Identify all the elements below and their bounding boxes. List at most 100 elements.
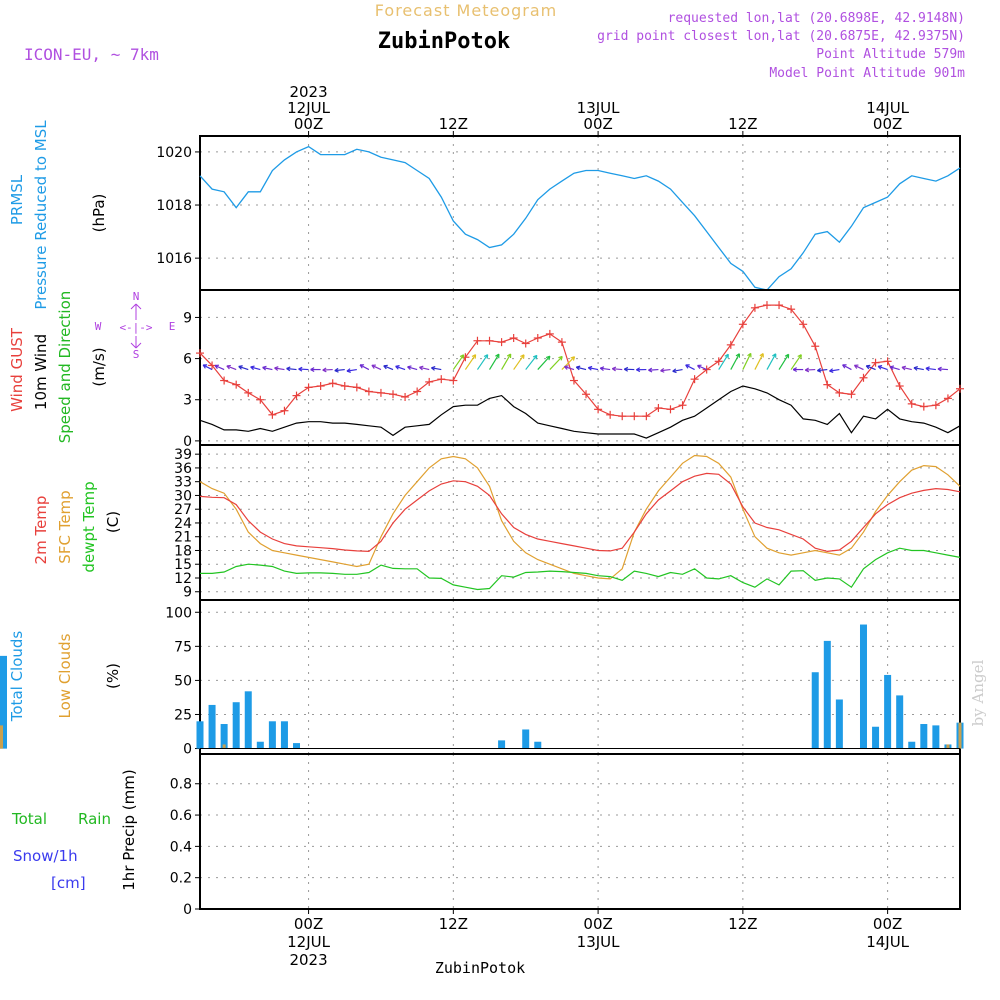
rain-precip-label: Rain [78, 810, 111, 828]
total-clouds-bar [896, 695, 904, 749]
wind-direction-arrow [648, 368, 659, 371]
top-time-label: 12Z [439, 115, 468, 133]
panel-frame [199, 135, 961, 291]
wind-direction-arrow [262, 366, 273, 371]
y-tick-label: 36 [174, 461, 192, 477]
credit-watermark: by Angel [969, 659, 987, 726]
wind-direction-arrow [889, 366, 900, 371]
compass-east: E [169, 320, 176, 333]
y-tick-label: 9 [183, 585, 192, 601]
total-clouds-label: Total Clouds [8, 631, 26, 723]
total-clouds-bar [920, 724, 928, 749]
wind-direction-arrow-head [588, 365, 593, 369]
low-clouds-bar [958, 722, 962, 749]
wind-direction-arrow-head [407, 365, 412, 368]
point-altitude: Point Altitude 579m [816, 47, 965, 62]
wind-direction-arrow-head [572, 356, 576, 361]
y-tick-label: 0.2 [170, 871, 192, 887]
total-clouds-bar [835, 699, 843, 749]
low-clouds-bar [222, 744, 226, 749]
top-time-label: 13JUL [577, 99, 620, 117]
wind-direction-arrow-head [913, 365, 918, 369]
wind-direction-arrow [766, 353, 777, 370]
wind-direction-arrow [854, 364, 864, 371]
wind-gust-label: Wind GUST [8, 327, 26, 412]
wind-direction-arrow [202, 364, 213, 371]
wind-direction-arrow-head [274, 366, 279, 369]
wind-direction-arrow [431, 367, 442, 371]
y-tick-label: 0 [183, 434, 192, 450]
wind-direction-arrow-head [672, 368, 677, 372]
y-tick-label: 6 [183, 352, 192, 368]
top-time-label: 00Z [583, 115, 612, 133]
top-time-label: 12JUL [287, 99, 330, 117]
compass-north: N [133, 290, 140, 303]
wind-direction-arrow-head [576, 365, 581, 368]
compass-arrows: <-|-> [119, 321, 152, 334]
wind-direction-arrow [286, 367, 297, 371]
y-tick-label: 1018 [156, 198, 192, 214]
total-clouds-bar [859, 624, 867, 749]
ms-unit-label: (m/s) [90, 347, 108, 386]
total-clouds-bar [196, 721, 204, 749]
y-tick-label: 33 [174, 475, 192, 491]
wind-direction-arrow-head [817, 367, 821, 372]
compass-rose: N S W E <-|-> [95, 290, 176, 361]
total-clouds-bar [823, 640, 831, 749]
bottom-time-label: 2023 [289, 951, 327, 969]
bottom-time-label: 12Z [728, 915, 757, 933]
y-tick-label: 15 [174, 557, 192, 573]
wind-direction-arrow-head [431, 365, 436, 369]
wind-direction-arrow [214, 364, 225, 371]
total-clouds-bar [522, 729, 530, 749]
requested-coords: requested lon,lat (20.6898E, 42.9148N) [668, 11, 965, 26]
wind-direction-arrow-head [548, 356, 551, 361]
wind-direction-arrow [866, 365, 876, 371]
bottom-time-label: 12Z [439, 915, 468, 933]
pressure-msl-label: Pressure Reduced to MSL [32, 120, 50, 310]
low-clouds-bar [0, 725, 3, 749]
total-clouds-bar [280, 721, 288, 749]
wind-direction-arrow [805, 368, 816, 371]
1hr-precip-label: 1hr Precip (mm) [120, 769, 138, 890]
wind-direction-arrow-head [901, 365, 907, 368]
total-precip-label: Total [11, 810, 47, 828]
wind-panel: 0 3 6 9 [183, 289, 964, 450]
top-time-label: 14JUL [866, 99, 909, 117]
wind-direction-arrow [718, 353, 729, 370]
wind-direction-arrow [371, 364, 382, 371]
total-clouds-bar [908, 741, 916, 749]
y-tick-label: 100 [165, 605, 192, 621]
wind-direction-arrow [238, 365, 249, 371]
wind-direction-arrow [937, 368, 948, 371]
y-tick-label: 1020 [156, 145, 192, 161]
wind-direction-arrow [452, 354, 465, 370]
chart-top-title: Forecast Meteogram [375, 1, 557, 20]
wind-direction-arrow-head [660, 367, 665, 372]
wind-direction-arrow [672, 368, 683, 372]
wind-direction-arrow [395, 365, 406, 371]
y-tick-label: 12 [174, 571, 192, 587]
wind-direction-arrow [660, 368, 671, 372]
bottom-time-label: 00Z [583, 915, 612, 933]
wind-direction-arrow-head [238, 365, 243, 368]
y-tick-label: 1016 [156, 251, 192, 267]
speed-direction-label: Speed and Direction [56, 291, 74, 444]
hpa-unit-label: (hPa) [90, 194, 108, 233]
total-clouds-bar [268, 721, 276, 749]
wind-direction-arrow-head [560, 356, 563, 361]
wind-direction-arrow-head [804, 367, 809, 371]
y-tick-label: 27 [174, 502, 192, 518]
total-clouds-bar [534, 741, 542, 749]
wind-direction-arrow [730, 353, 740, 370]
total-clouds-bar [293, 743, 301, 749]
wind-direction-arrow-head [226, 364, 231, 367]
total-clouds-bar [932, 725, 940, 749]
wind-direction-arrow [525, 355, 538, 370]
bottom-time-label: 00Z [873, 915, 902, 933]
wind-direction-arrow-head [286, 366, 291, 370]
wind-direction-arrow [274, 367, 285, 371]
wind-direction-arrow [346, 368, 357, 372]
